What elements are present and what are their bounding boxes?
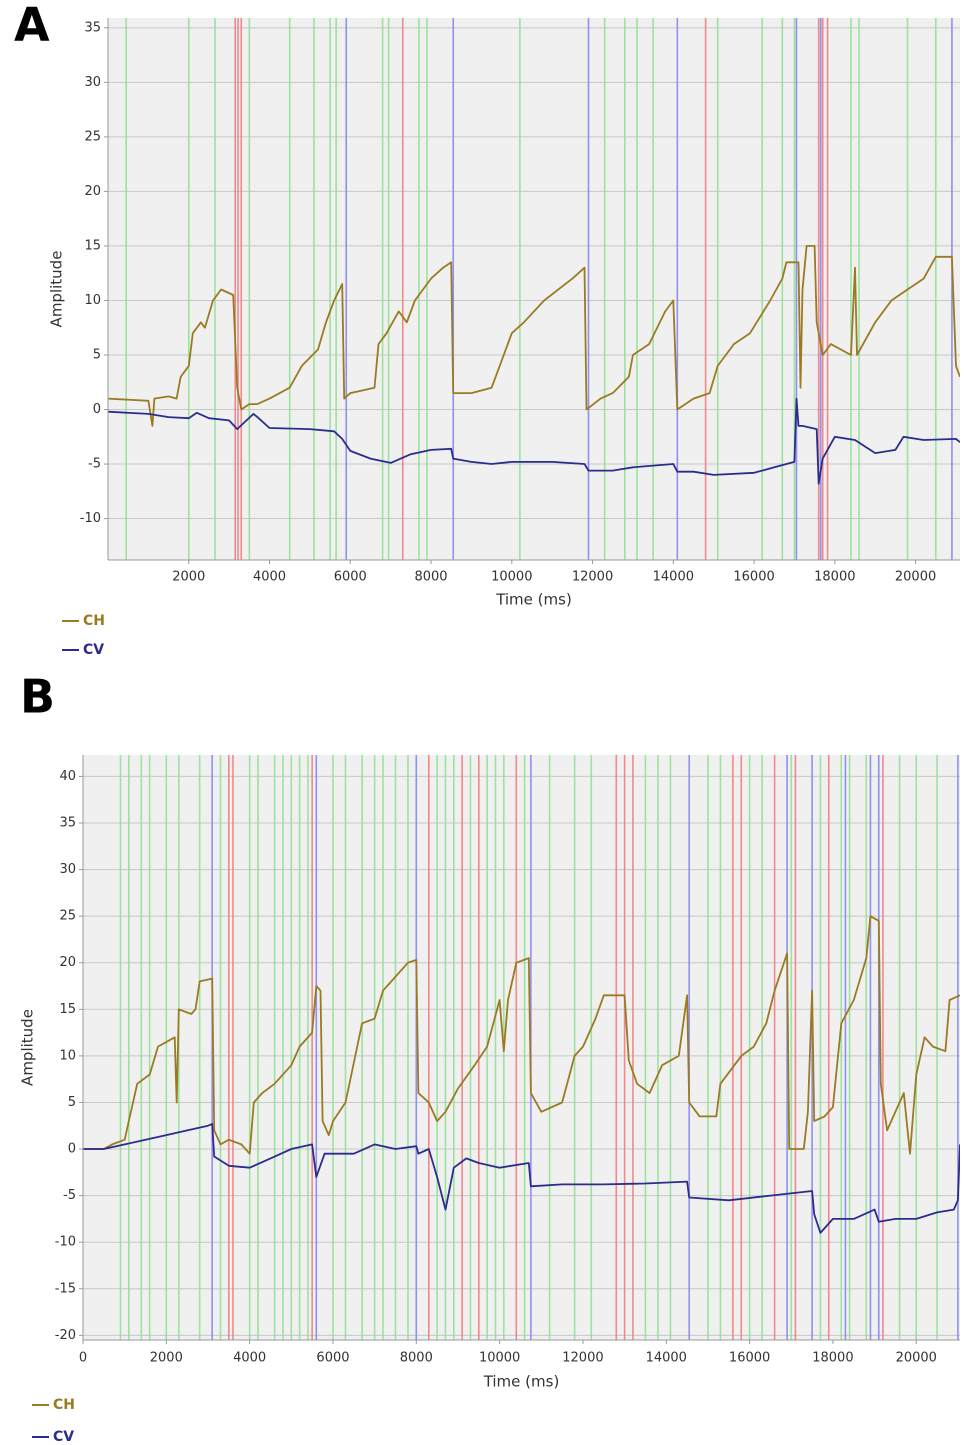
y-tick-label: -10 bbox=[80, 511, 101, 526]
x-tick-label: 4000 bbox=[253, 570, 286, 585]
y-tick-label: 5 bbox=[93, 347, 101, 362]
y-tick-label: -5 bbox=[88, 457, 101, 472]
x-tick-label: 8000 bbox=[414, 570, 447, 585]
x-tick-label: 14000 bbox=[653, 570, 694, 585]
x-axis-label: Time (ms) bbox=[495, 591, 572, 609]
x-tick-label: 16000 bbox=[729, 1351, 770, 1366]
x-tick-label: 10000 bbox=[491, 570, 532, 585]
series-line bbox=[83, 915, 960, 1155]
legend-label: CH bbox=[83, 613, 105, 629]
x-tick-label: 2000 bbox=[150, 1351, 183, 1366]
y-axis-label: Amplitude bbox=[48, 251, 66, 328]
plot-content bbox=[108, 18, 960, 560]
x-tick-label: 12000 bbox=[562, 1351, 603, 1366]
y-tick-label: -10 bbox=[55, 1235, 76, 1250]
x-tick-label: 12000 bbox=[572, 570, 613, 585]
x-tick-label: 8000 bbox=[400, 1351, 433, 1366]
plot-content bbox=[83, 755, 960, 1340]
y-tick-label: -15 bbox=[55, 1281, 76, 1296]
x-tick-label: 2000 bbox=[172, 570, 205, 585]
x-tick-label: 6000 bbox=[334, 570, 367, 585]
y-tick-label: 30 bbox=[59, 862, 76, 877]
y-tick-label: 40 bbox=[59, 769, 76, 784]
y-axis-label: Amplitude bbox=[19, 1009, 37, 1086]
y-tick-label: 35 bbox=[59, 816, 76, 831]
y-tick-label: 35 bbox=[84, 20, 101, 35]
x-tick-label: 20000 bbox=[895, 570, 936, 585]
x-tick-label: 4000 bbox=[233, 1351, 266, 1366]
panel-label: A bbox=[14, 0, 50, 52]
chart-panel: B -20 -15 -10 -5 0 5 10 15 20 25 30 35 40 0 2000 4000 600… bbox=[19, 670, 960, 1445]
series-line bbox=[108, 245, 960, 427]
y-tick-label: 5 bbox=[68, 1095, 76, 1110]
x-tick-label: 20000 bbox=[896, 1351, 937, 1366]
legend-label: CH bbox=[53, 1397, 75, 1413]
y-tick-label: 10 bbox=[59, 1048, 76, 1063]
panel-label: B bbox=[20, 670, 55, 724]
legend-label: CV bbox=[53, 1429, 74, 1445]
y-tick-label: 30 bbox=[84, 75, 101, 90]
y-tick-label: 20 bbox=[84, 184, 101, 199]
x-tick-label: 10000 bbox=[479, 1351, 520, 1366]
series-line bbox=[108, 397, 960, 485]
y-tick-label: 20 bbox=[59, 955, 76, 970]
chart-panel: A -10 -5 0 5 10 15 20 25 30 35 2000 4000 6000 8000 1000… bbox=[14, 0, 960, 658]
y-tick-label: 0 bbox=[68, 1142, 76, 1157]
y-tick-label: 25 bbox=[84, 129, 101, 144]
x-tick-label: 18000 bbox=[814, 570, 855, 585]
series-line bbox=[83, 1123, 960, 1234]
x-tick-label: 18000 bbox=[812, 1351, 853, 1366]
x-tick-label: 16000 bbox=[733, 570, 774, 585]
y-tick-label: -20 bbox=[55, 1328, 76, 1343]
x-axis-label: Time (ms) bbox=[483, 1373, 560, 1391]
y-tick-label: 15 bbox=[59, 1002, 76, 1017]
x-tick-label: 14000 bbox=[646, 1351, 687, 1366]
x-tick-label: 6000 bbox=[316, 1351, 349, 1366]
y-tick-label: -5 bbox=[63, 1188, 76, 1203]
y-tick-label: 15 bbox=[84, 238, 101, 253]
y-tick-label: 10 bbox=[84, 293, 101, 308]
y-tick-label: 0 bbox=[93, 402, 101, 417]
x-tick-label: 0 bbox=[79, 1351, 87, 1366]
y-tick-label: 25 bbox=[59, 909, 76, 924]
legend-label: CV bbox=[83, 642, 104, 658]
